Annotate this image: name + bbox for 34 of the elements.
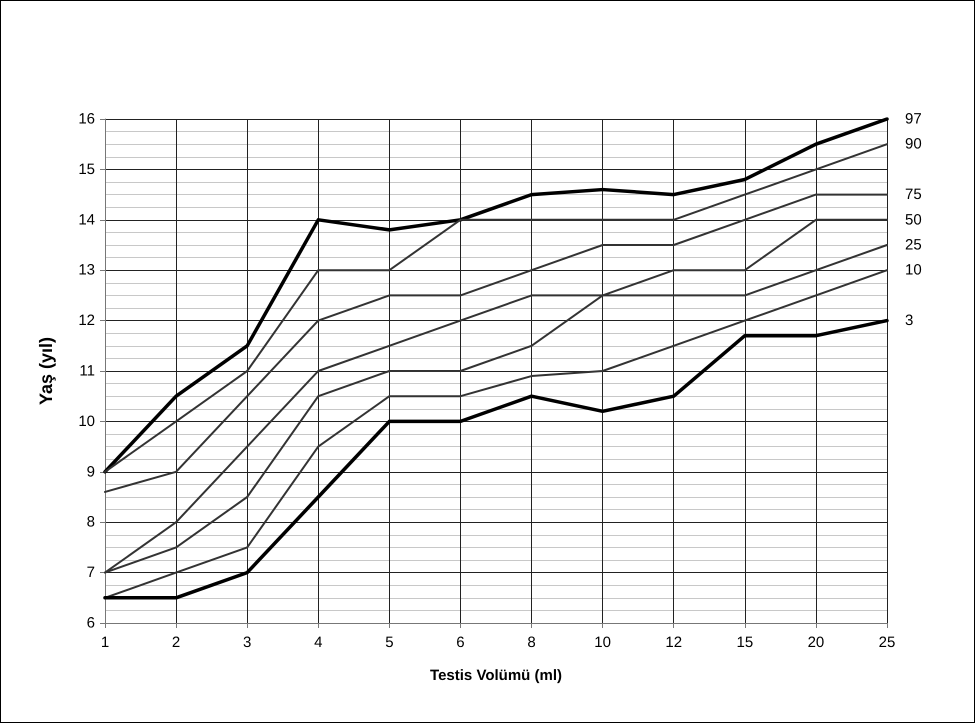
x-tick-label: 25 [878,634,896,651]
x-tick-label: 3 [243,634,252,651]
series-label: 25 [905,236,922,254]
series-label: 10 [905,262,922,279]
y-tick-label: 13 [78,262,95,279]
x-tick-label: 2 [172,634,180,651]
y-tick-label: 10 [78,412,95,430]
x-tick-label: 1 [100,634,110,651]
series-label: 3 [905,312,914,330]
x-tick-label: 12 [665,634,682,651]
x-tick-label: 8 [527,634,536,651]
series-label: 75 [905,186,922,204]
line-series [104,194,888,493]
y-tick-label: 15 [78,160,95,178]
y-tick-label: 11 [79,362,95,380]
y-tick-label: 7 [86,564,95,582]
series-label: 97 [905,110,922,128]
y-axis-title: Yaş (yıl) [36,336,56,406]
x-axis-title: Testis Volümü (ml) [430,667,562,684]
y-tick-label: 9 [86,463,95,480]
x-tick-label: 20 [808,634,824,651]
line-series [103,318,889,600]
x-tick-label: 10 [594,634,611,651]
x-tick-label: 5 [385,634,394,651]
x-tick-label: 15 [736,634,754,651]
y-tick-label: 8 [86,514,95,531]
y-tick-label: 12 [78,312,95,330]
series-label: 90 [905,136,922,153]
x-tick-label: 6 [456,634,465,651]
series-label: 50 [905,211,922,228]
x-tick-label: 4 [314,634,322,651]
y-tick-label: 6 [86,614,95,632]
y-tick-label: 14 [78,211,95,228]
y-tick-label: 16 [78,110,95,128]
